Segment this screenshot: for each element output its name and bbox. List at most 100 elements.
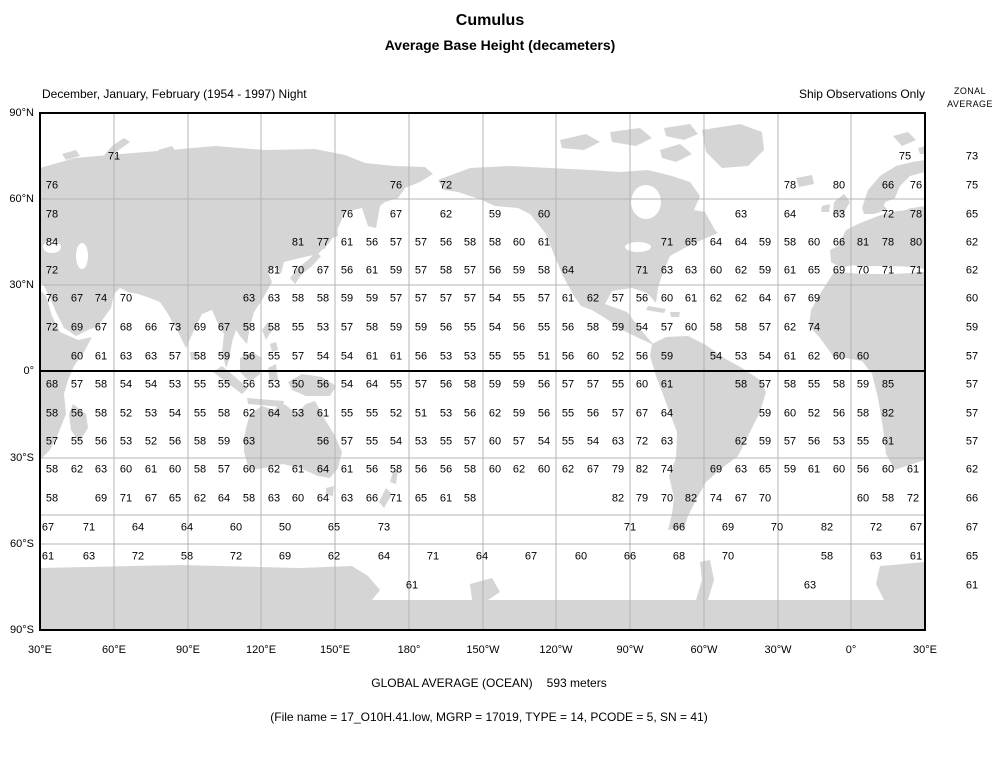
longitude-tick-label: 0° [845, 644, 857, 656]
map-value: 70 [291, 264, 305, 277]
map-value: 63 [144, 350, 158, 363]
map-value: 53 [144, 407, 158, 420]
gridline-layer [39, 112, 926, 631]
map-value: 59 [414, 321, 428, 334]
season-period-label: December, January, February (1954 - 1997… [42, 87, 307, 101]
zonal-average-value: 60 [965, 292, 979, 305]
map-value: 63 [82, 550, 96, 563]
map-value: 84 [45, 236, 59, 249]
map-value: 72 [869, 521, 883, 534]
map-value: 52 [807, 407, 821, 420]
map-value: 55 [389, 378, 403, 391]
black-sea-water [43, 241, 61, 253]
map-value: 65 [414, 492, 428, 505]
map-value: 62 [807, 350, 821, 363]
map-value: 57 [389, 292, 403, 305]
map-value: 78 [45, 208, 59, 221]
map-value: 61 [906, 463, 920, 476]
zonal-average-value: 65 [965, 208, 979, 221]
map-value: 52 [611, 350, 625, 363]
map-value: 72 [229, 550, 243, 563]
map-value: 67 [635, 407, 649, 420]
map-value: 60 [783, 407, 797, 420]
map-value: 58 [365, 321, 379, 334]
map-value: 64 [783, 208, 797, 221]
map-value: 55 [267, 350, 281, 363]
arctic-archipelago-islands [560, 124, 698, 162]
latitude-tick-label: 60°N [9, 193, 34, 205]
map-value: 64 [561, 264, 575, 277]
map-value: 56 [561, 321, 575, 334]
map-value: 56 [439, 321, 453, 334]
map-value: 56 [365, 236, 379, 249]
map-value: 62 [512, 463, 526, 476]
map-value: 61 [405, 579, 419, 592]
map-value: 57 [168, 350, 182, 363]
map-value: 60 [229, 521, 243, 534]
map-value: 72 [45, 321, 59, 334]
map-value: 78 [909, 208, 923, 221]
zonal-average-header: ZONAL AVERAGE [942, 85, 998, 111]
map-value: 55 [193, 378, 207, 391]
map-value: 57 [45, 435, 59, 448]
zonal-average-value: 57 [965, 435, 979, 448]
map-value: 63 [242, 435, 256, 448]
map-value: 59 [611, 321, 625, 334]
map-value: 54 [144, 378, 158, 391]
map-value: 59 [758, 407, 772, 420]
map-value: 61 [660, 378, 674, 391]
map-value: 72 [439, 179, 453, 192]
map-value: 58 [45, 492, 59, 505]
zonal-header-line2: AVERAGE [947, 99, 993, 109]
map-value: 80 [832, 179, 846, 192]
map-value: 62 [488, 407, 502, 420]
japan-islands [290, 240, 326, 284]
map-value: 56 [635, 350, 649, 363]
map-value: 59 [758, 264, 772, 277]
map-value: 55 [488, 350, 502, 363]
map-value: 54 [709, 350, 723, 363]
longitude-tick-label: 120°W [539, 644, 573, 656]
map-value: 62 [242, 407, 256, 420]
map-value: 82 [611, 492, 625, 505]
latitude-tick-label: 90°N [9, 107, 34, 119]
map-value: 61 [807, 463, 821, 476]
map-value: 61 [365, 264, 379, 277]
map-value: 55 [537, 321, 551, 334]
map-value: 60 [635, 378, 649, 391]
map-value: 61 [340, 236, 354, 249]
map-value: 58 [389, 463, 403, 476]
sumatra-island [213, 366, 248, 394]
map-value: 56 [488, 264, 502, 277]
map-value: 82 [635, 463, 649, 476]
map-value: 57 [414, 378, 428, 391]
map-value: 59 [488, 208, 502, 221]
map-value: 64 [365, 378, 379, 391]
map-value: 61 [783, 350, 797, 363]
map-value: 55 [807, 378, 821, 391]
map-value: 72 [45, 264, 59, 277]
map-value: 70 [758, 492, 772, 505]
map-value: 50 [278, 521, 292, 534]
map-value: 54 [168, 407, 182, 420]
map-value: 60 [119, 463, 133, 476]
map-value: 56 [70, 407, 84, 420]
map-value: 62 [734, 264, 748, 277]
map-value: 69 [721, 521, 735, 534]
svalbard-islands [893, 132, 925, 154]
australia-landmass [244, 401, 342, 478]
map-value: 79 [611, 463, 625, 476]
map-value: 54 [389, 435, 403, 448]
map-value: 60 [684, 321, 698, 334]
longitude-tick-label: 90°E [176, 644, 200, 656]
map-value: 56 [439, 236, 453, 249]
map-value: 56 [561, 350, 575, 363]
map-value: 54 [758, 350, 772, 363]
south-america-landmass [650, 336, 766, 530]
map-value: 62 [267, 463, 281, 476]
map-value: 58 [217, 407, 231, 420]
map-value: 67 [41, 521, 55, 534]
zonal-average-value: 62 [965, 236, 979, 249]
map-value: 57 [217, 463, 231, 476]
map-value: 60 [488, 435, 502, 448]
